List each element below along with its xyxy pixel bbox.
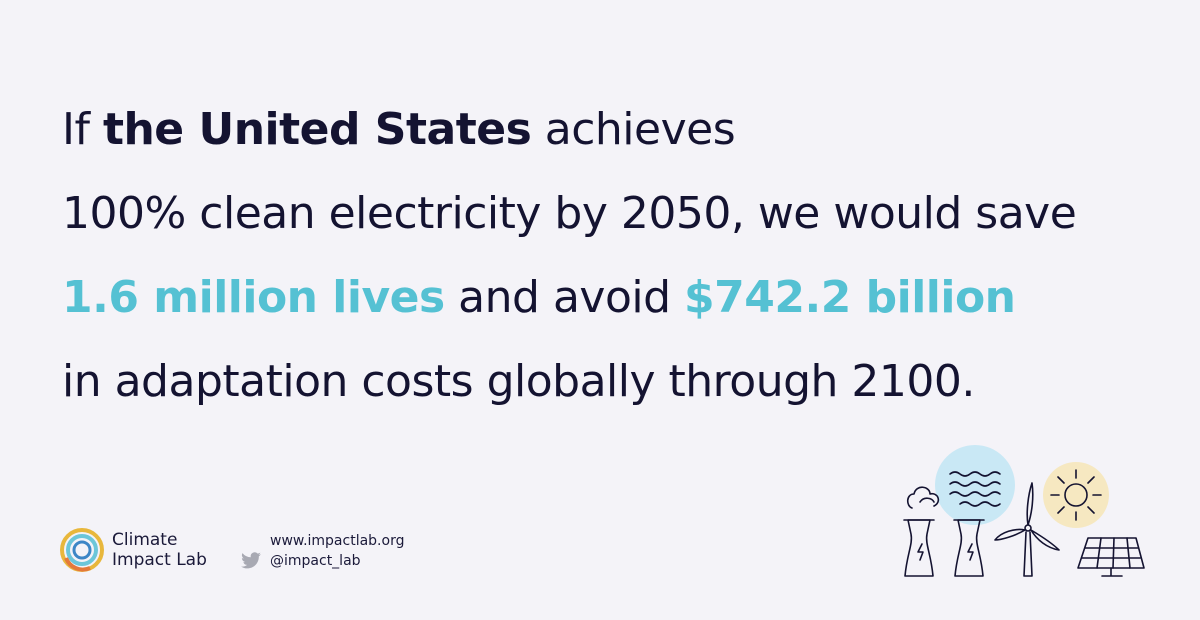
headline-country: the United States xyxy=(102,104,532,155)
clean-energy-illustration xyxy=(903,445,1145,577)
twitter-handle: @impact_lab xyxy=(270,553,361,569)
contact-info: www.impactlab.org @impact_lab xyxy=(240,531,404,571)
sky-circle xyxy=(935,445,1015,525)
website-link[interactable]: www.impactlab.org xyxy=(270,533,405,549)
logo-wordmark: Climate Impact Lab xyxy=(112,530,207,570)
headline-line-1: If the United States achieves xyxy=(62,88,1142,172)
headline: If the United States achieves 100% clean… xyxy=(62,88,1142,424)
headline-line-3: 1.6 million lives and avoid $742.2 billi… xyxy=(62,256,1142,340)
logo-line-1: Climate xyxy=(112,530,178,550)
wind-turbine-icon xyxy=(994,482,1060,577)
twitter-icon xyxy=(241,552,261,569)
cost-avoided-stat: $742.2 billion xyxy=(684,272,1016,323)
power-plant-icon xyxy=(903,486,985,577)
lives-saved-stat: 1.6 million lives xyxy=(62,272,445,323)
headline-line-2: 100% clean electricity by 2050, we would… xyxy=(62,188,1077,239)
headline-text: If xyxy=(62,104,103,155)
wind-lines-icon xyxy=(949,471,1001,507)
solar-panel-icon xyxy=(1077,537,1145,577)
headline-line-4: in adaptation costs globally through 210… xyxy=(62,356,975,407)
headline-text: achieves xyxy=(531,104,736,155)
logo-line-2: Impact Lab xyxy=(112,550,207,570)
climate-impact-lab-logo-icon xyxy=(60,528,104,572)
sun-icon xyxy=(1050,469,1102,521)
twitter-handle-row[interactable]: @impact_lab xyxy=(240,551,404,571)
climate-impact-lab-logo[interactable]: Climate Impact Lab xyxy=(60,528,207,572)
headline-text: and avoid xyxy=(444,272,685,323)
